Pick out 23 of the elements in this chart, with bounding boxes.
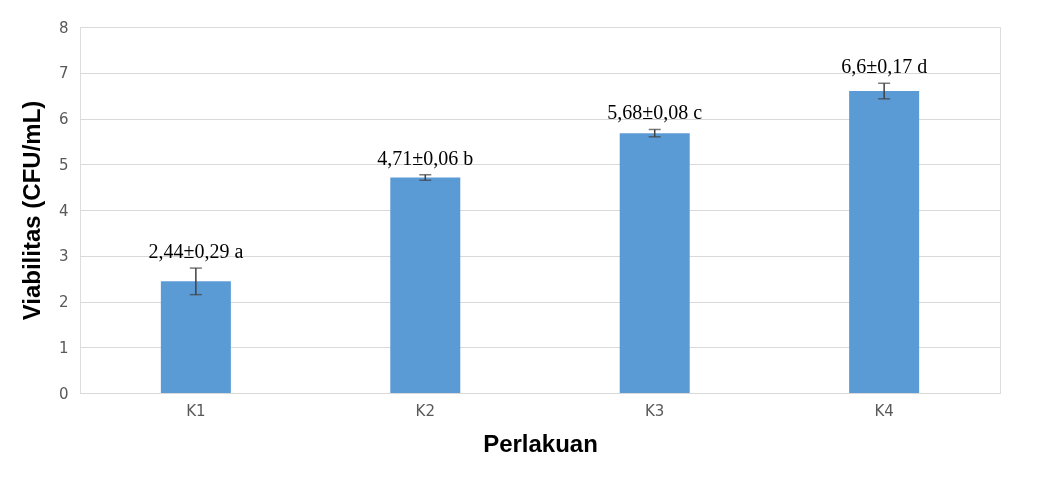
y-tick-label: 6 <box>58 110 69 128</box>
y-tick-label: 2 <box>58 293 69 311</box>
x-tick-label: K1 <box>186 401 206 420</box>
y-tick-label: 1 <box>58 338 69 357</box>
x-tick-label: K4 <box>874 401 894 420</box>
bar <box>849 91 920 393</box>
data-label: 5,68±0,08 c <box>607 101 703 124</box>
x-tick-label: K3 <box>645 401 665 420</box>
bar <box>390 177 461 393</box>
bar <box>619 133 690 393</box>
data-label: 6,6±0,17 d <box>841 55 928 78</box>
y-tick-label: 5 <box>58 155 69 174</box>
y-tick-label: 8 <box>58 18 69 37</box>
data-label: 2,44±0,29 a <box>148 240 244 263</box>
x-axis-title: Perlakuan <box>483 429 598 457</box>
data-label: 4,71±0,06 b <box>377 146 474 169</box>
x-tick-label: K2 <box>415 401 435 420</box>
y-axis-title: Viabilitas (CFU/mL) <box>17 100 45 321</box>
y-tick-label: 0 <box>58 384 69 403</box>
y-tick-label: 7 <box>58 64 69 83</box>
y-tick-label: 4 <box>58 201 69 220</box>
y-tick-label: 3 <box>58 247 69 266</box>
bar <box>160 281 231 393</box>
